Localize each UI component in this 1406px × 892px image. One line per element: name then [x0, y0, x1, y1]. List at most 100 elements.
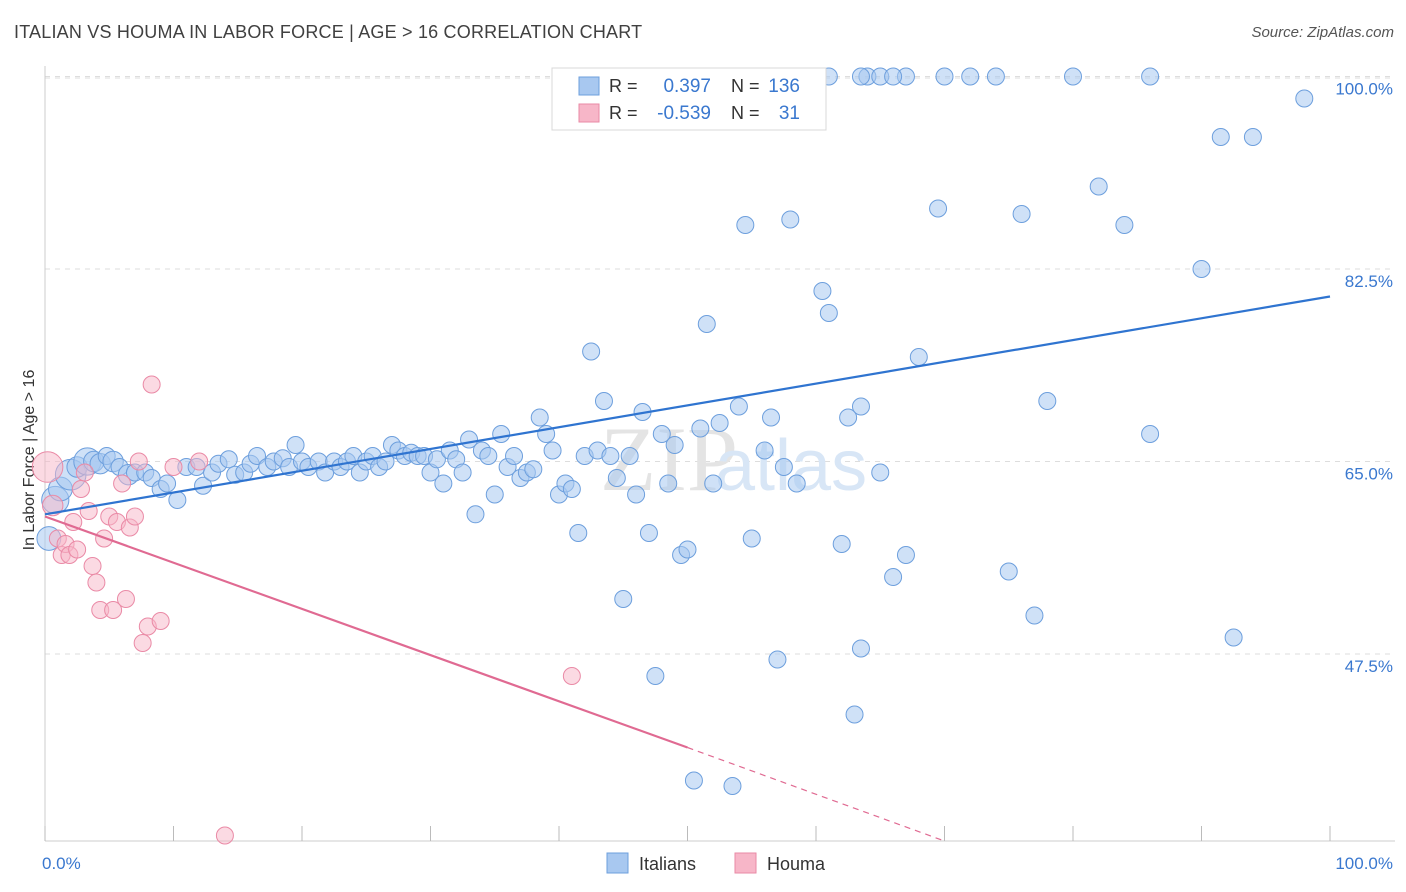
- italians-point: [710, 414, 729, 432]
- houma-legend-swatch: [734, 852, 757, 874]
- houma-legend-label: Houma: [767, 854, 826, 874]
- chart-title: ITALIAN VS HOUMA IN LABOR FORCE | AGE > …: [14, 22, 643, 42]
- italians-point: [929, 199, 948, 218]
- houma-point: [113, 474, 132, 493]
- italians-trend-line: [44, 295, 1331, 516]
- houma-point: [562, 667, 581, 685]
- italians-point: [543, 441, 562, 460]
- italians-point: [736, 216, 755, 234]
- italians-point: [562, 480, 581, 498]
- stats-legend: R = 0.397 N = 136 R = -0.539 N = 31: [551, 67, 827, 131]
- houma-point: [71, 480, 90, 498]
- italians-point: [434, 474, 453, 493]
- italians-point: [871, 463, 890, 482]
- source-label: Source: ZipAtlas.com: [1251, 24, 1394, 41]
- legend-n-value: 136: [768, 76, 800, 97]
- italians-point: [1089, 177, 1108, 196]
- houma-point: [133, 634, 152, 652]
- italians-point: [729, 397, 748, 416]
- italians-point: [839, 408, 858, 427]
- italians-point: [505, 447, 524, 465]
- italians-point: [1141, 425, 1160, 443]
- italians-point: [768, 650, 787, 669]
- italians-point: [845, 705, 864, 724]
- italians-point: [569, 524, 588, 542]
- italians-point: [813, 282, 832, 300]
- italians-point: [896, 546, 915, 564]
- italians-point: [851, 639, 870, 658]
- houma-trend-line: [44, 515, 688, 749]
- houma-points: [31, 375, 581, 845]
- italians-point: [935, 67, 954, 86]
- italians-point: [524, 460, 543, 479]
- italians-point: [601, 447, 620, 465]
- italians-point: [479, 447, 498, 465]
- italians-point: [168, 491, 187, 509]
- houma-point: [75, 463, 94, 482]
- italians-point: [466, 505, 485, 524]
- italians-point: [652, 425, 671, 443]
- houma-point: [68, 540, 87, 559]
- italians-point: [453, 463, 472, 482]
- italians-point: [158, 474, 177, 493]
- italians-point: [884, 568, 903, 586]
- italians-point: [492, 425, 511, 443]
- italians-point: [1192, 260, 1211, 278]
- italians-point: [485, 485, 504, 504]
- italians-point: [530, 408, 549, 427]
- italians-point: [665, 436, 684, 454]
- italians-point: [742, 529, 761, 548]
- italians-point: [627, 485, 646, 504]
- italians-legend-swatch: [606, 852, 629, 874]
- italians-point: [704, 474, 723, 493]
- italians-point: [1224, 628, 1243, 647]
- series-legend: Italians Houma: [606, 852, 826, 874]
- italians-legend-label: Italians: [639, 854, 696, 874]
- italians-point: [909, 348, 928, 366]
- italians-point: [659, 474, 678, 493]
- italians-point: [787, 474, 806, 493]
- italians-point: [774, 458, 793, 476]
- italians-point: [248, 447, 267, 465]
- italians-point: [1038, 392, 1057, 410]
- houma-swatch: [578, 103, 600, 123]
- italians-point: [646, 667, 665, 685]
- x-tick-label: 100.0%: [1335, 854, 1393, 873]
- y-tick-label: 100.0%: [1335, 80, 1393, 99]
- legend-r-label: R =: [609, 103, 638, 123]
- italians-point: [582, 342, 601, 361]
- x-tick-label: 0.0%: [42, 854, 81, 873]
- legend-n-value: 31: [779, 103, 800, 124]
- italians-point: [219, 450, 238, 469]
- italians-point: [762, 408, 781, 427]
- italians-point: [723, 777, 742, 795]
- italians-point: [620, 447, 639, 465]
- italians-point: [1064, 67, 1082, 86]
- trend-lines: [44, 295, 1331, 842]
- italians-point: [851, 397, 870, 416]
- legend-n-label: N =: [731, 76, 760, 96]
- italians-swatch: [578, 76, 600, 96]
- houma-point: [142, 375, 161, 394]
- legend-n-label: N =: [731, 103, 760, 123]
- italians-point: [755, 441, 774, 460]
- y-tick-label: 82.5%: [1345, 272, 1393, 291]
- italians-point: [1211, 128, 1230, 146]
- houma-point: [83, 557, 102, 575]
- grid: [45, 76, 1395, 655]
- italians-point: [1012, 205, 1031, 223]
- italians-point: [999, 562, 1018, 581]
- houma-point: [31, 451, 64, 483]
- legend-r-value: -0.539: [657, 103, 711, 124]
- italians-point: [832, 535, 851, 553]
- legend-r-label: R =: [609, 76, 638, 96]
- italians-point: [884, 67, 903, 86]
- italians-point: [851, 67, 870, 86]
- houma-point: [116, 590, 135, 608]
- houma-point: [129, 452, 148, 471]
- italians-point: [1025, 606, 1044, 625]
- italians-point: [1295, 89, 1314, 108]
- houma-point: [164, 458, 183, 476]
- italians-point: [427, 450, 446, 469]
